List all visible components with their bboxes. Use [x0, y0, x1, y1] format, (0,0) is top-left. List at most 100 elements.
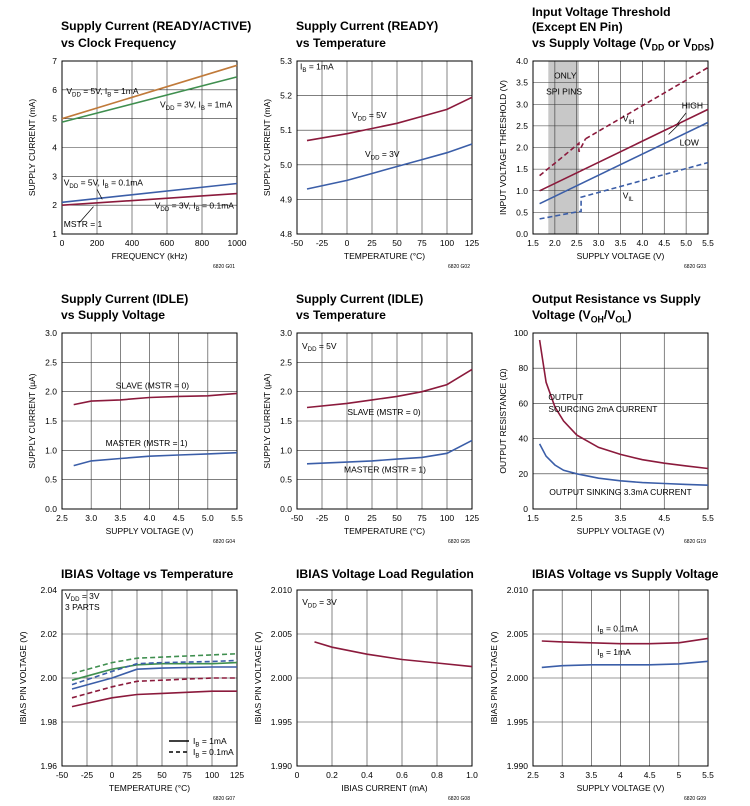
series-line	[538, 339, 709, 470]
y-axis-label: OUTPUT RESISTANCE (Ω)	[498, 368, 508, 473]
x-tick-label: 800	[195, 238, 209, 248]
chart-g19: Output Resistance vs Supply Voltage (VOH​…	[498, 292, 714, 545]
chart-annotation: SOURCING 2mA CURRENT	[548, 404, 657, 414]
x-tick-label: 1.5	[527, 238, 539, 248]
chart-annotation: VIH​	[623, 114, 635, 126]
y-tick-label: 0.5	[516, 207, 528, 217]
figure-id: 6820 G19	[684, 539, 706, 545]
x-tick-label: 5.5	[702, 770, 714, 780]
y-tick-label: 1.995	[271, 717, 293, 727]
chart-annotation: VDD​ = 5V, IB​ = 0.1mA	[64, 178, 144, 190]
chart-annotation: ONLY	[554, 70, 577, 80]
x-tick-label: -25	[316, 513, 329, 523]
x-axis-label: FREQUENCY (kHz)	[112, 251, 188, 261]
x-axis-label: SUPPLY VOLTAGE (V)	[577, 526, 665, 536]
series-line	[539, 138, 587, 177]
x-tick-label: 125	[465, 513, 479, 523]
y-tick-label: 1.5	[45, 416, 57, 426]
chart-annotation: SPI PINS	[546, 87, 582, 97]
y-tick-label: 2.0	[516, 143, 528, 153]
y-tick-label: 2	[52, 200, 57, 210]
y-tick-label: 2.02	[40, 629, 57, 639]
chart-annotation: 3 PARTS	[65, 602, 100, 612]
leader-line	[668, 123, 680, 135]
x-tick-label: 4.5	[644, 770, 656, 780]
y-axis-label: INPUT VOLTAGE THRESHOLD (V)	[498, 80, 508, 215]
figure-id: 6820 G02	[448, 264, 470, 270]
y-tick-label: 0	[523, 504, 528, 514]
series-line	[306, 368, 473, 409]
y-axis-label: SUPPLY CURRENT (mA)	[262, 99, 272, 196]
x-tick-label: 3.5	[585, 770, 597, 780]
y-tick-label: 6	[52, 85, 57, 95]
chart-title: (Except EN Pin)	[532, 20, 623, 34]
plot-frame	[532, 589, 709, 767]
x-tick-label: 25	[132, 770, 142, 780]
chart-annotation: VIL​	[623, 191, 634, 203]
y-tick-label: 2.00	[40, 673, 57, 683]
chart-title: IBIAS Voltage vs Supply Voltage	[532, 567, 719, 581]
y-tick-label: 2.0	[45, 387, 57, 397]
y-tick-label: 1.0	[280, 445, 292, 455]
x-tick-label: 75	[182, 770, 192, 780]
x-axis-label: SUPPLY VOLTAGE (V)	[577, 251, 665, 261]
x-tick-label: 0.2	[326, 770, 338, 780]
series-line	[538, 443, 709, 486]
series-line	[71, 690, 237, 708]
y-tick-label: 1.0	[45, 445, 57, 455]
x-tick-label: 200	[90, 238, 104, 248]
chart-title: Input Voltage Threshold	[532, 5, 671, 19]
x-tick-label: 4.0	[144, 513, 156, 523]
x-tick-label: 125	[465, 238, 479, 248]
x-tick-label: 5.0	[680, 238, 692, 248]
chart-title: IBIAS Voltage Load Regulation	[296, 567, 474, 581]
x-tick-label: -50	[291, 513, 304, 523]
x-tick-label: 50	[157, 770, 167, 780]
chart-annotation: VDD​ = 5V	[302, 341, 337, 353]
leader-line	[677, 112, 687, 124]
series-line	[61, 64, 238, 120]
chart-title: vs Temperature	[296, 308, 386, 322]
x-tick-label: 100	[440, 513, 454, 523]
plot-frame	[61, 589, 238, 767]
y-tick-label: 2.5	[516, 121, 528, 131]
chart-g02: Supply Current (READY) vs Temperature -50 -…	[262, 19, 479, 270]
series-line	[306, 439, 473, 465]
x-tick-label: 0	[110, 770, 115, 780]
chart-annotation: MASTER (MSTR = 1)	[344, 465, 426, 475]
x-tick-label: 75	[417, 238, 427, 248]
y-tick-label: 1.990	[507, 761, 529, 771]
plot-frame	[61, 60, 238, 235]
x-tick-label: 5.5	[702, 513, 714, 523]
x-tick-label: -25	[81, 770, 94, 780]
chart-g03: Input Voltage Threshold(Except EN Pin) vs…	[498, 5, 714, 270]
y-axis-label: IBIAS PIN VOLTAGE (V)	[489, 631, 499, 724]
y-axis-label: SUPPLY CURRENT (mA)	[27, 99, 37, 196]
x-tick-label: -50	[291, 238, 304, 248]
x-tick-label: 1000	[228, 238, 247, 248]
chart-annotation: MASTER (MSTR = 1)	[106, 438, 188, 448]
series-line	[61, 182, 238, 204]
x-tick-label: 1.0	[466, 770, 478, 780]
x-tick-label: -25	[316, 238, 329, 248]
series-line	[539, 121, 709, 205]
y-tick-label: 3.0	[516, 99, 528, 109]
y-axis-label: SUPPLY CURRENT (µA)	[27, 373, 37, 468]
x-tick-label: 5.0	[202, 513, 214, 523]
x-tick-label: 3.0	[593, 238, 605, 248]
chart-g09: IBIAS Voltage vs Supply Voltage 2.5 3 3.5 4 4…	[489, 567, 719, 802]
y-tick-label: 40	[519, 434, 529, 444]
chart-annotation: VDD​ = 3V	[65, 591, 100, 603]
y-tick-label: 5.2	[280, 91, 292, 101]
x-tick-label: 2.0	[549, 238, 561, 248]
x-tick-label: 25	[367, 513, 377, 523]
chart-g01: Supply Current (READY/ACTIVE) vs Clock Fr…	[27, 19, 251, 270]
chart-title: IBIAS Voltage vs Temperature	[61, 567, 233, 581]
x-tick-label: 0	[295, 770, 300, 780]
y-tick-label: 100	[514, 328, 528, 338]
y-tick-label: 1.5	[280, 416, 292, 426]
x-tick-label: 75	[417, 513, 427, 523]
y-tick-label: 20	[519, 469, 529, 479]
figure-id: 6820 G08	[448, 796, 470, 802]
x-tick-label: 0.4	[361, 770, 373, 780]
